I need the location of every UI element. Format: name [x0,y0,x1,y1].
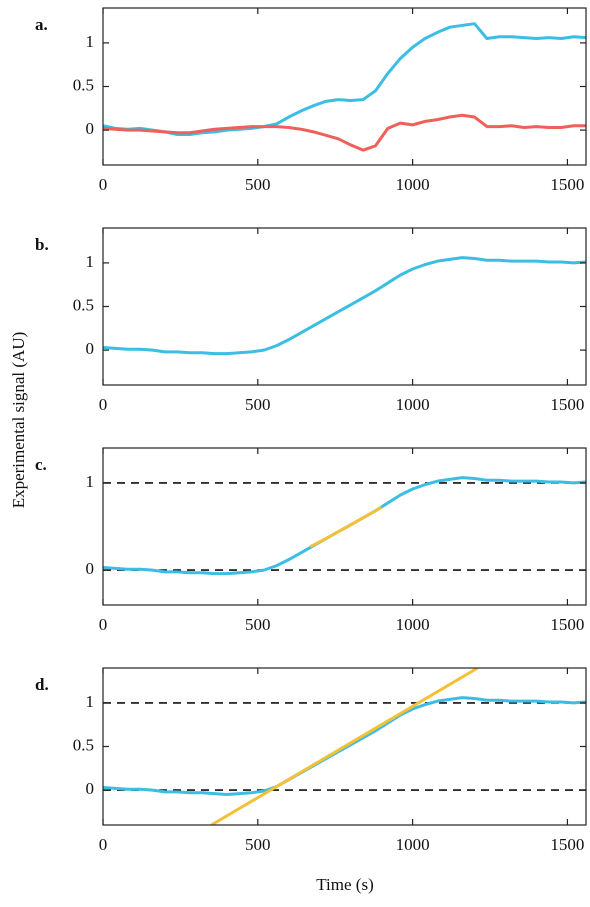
panel-label: a. [35,15,48,34]
data-line [210,668,479,825]
panel-label: b. [35,235,49,254]
y-tick-label: 0 [86,339,95,358]
y-tick-label: 0.5 [73,75,94,94]
plot-area [103,22,586,152]
y-tick-label: 0 [86,119,95,138]
x-tick-label: 1500 [550,835,584,854]
x-tick-label: 1500 [550,175,584,194]
y-tick-label: 1 [86,32,95,51]
x-axis-label: Time (s) [316,875,373,894]
x-tick-label: 0 [99,615,108,634]
plot-area [103,256,586,356]
data-line [309,506,383,548]
x-tick-label: 500 [245,615,271,634]
plot-frame [102,227,587,386]
y-tick-label: 0 [86,559,95,578]
data-line [103,22,586,136]
x-tick-label: 1000 [396,835,430,854]
data-line [103,113,586,152]
x-tick-label: 0 [99,835,108,854]
data-line [103,256,586,356]
x-tick-label: 1500 [550,395,584,414]
y-tick-label: 1 [86,472,95,491]
panel-label: c. [35,455,47,474]
x-tick-label: 1000 [396,615,430,634]
panel-label: d. [35,675,49,694]
y-tick-label: 1 [86,252,95,271]
y-tick-label: 0.5 [73,735,94,754]
y-tick-label: 0.5 [73,295,94,314]
x-tick-label: 1500 [550,615,584,634]
x-tick-label: 1000 [396,395,430,414]
plot-area [103,476,586,576]
data-line [103,696,586,796]
plot-area [103,668,586,825]
plot-frame [102,447,587,606]
x-tick-label: 0 [99,175,108,194]
y-tick-label: 0 [86,779,95,798]
y-axis-label: Experimental signal (AU) [9,332,28,509]
x-tick-label: 1000 [396,175,430,194]
data-line [103,476,586,576]
x-tick-label: 500 [245,835,271,854]
x-tick-label: 500 [245,395,271,414]
x-tick-label: 500 [245,175,271,194]
y-tick-label: 1 [86,692,95,711]
x-tick-label: 0 [99,395,108,414]
